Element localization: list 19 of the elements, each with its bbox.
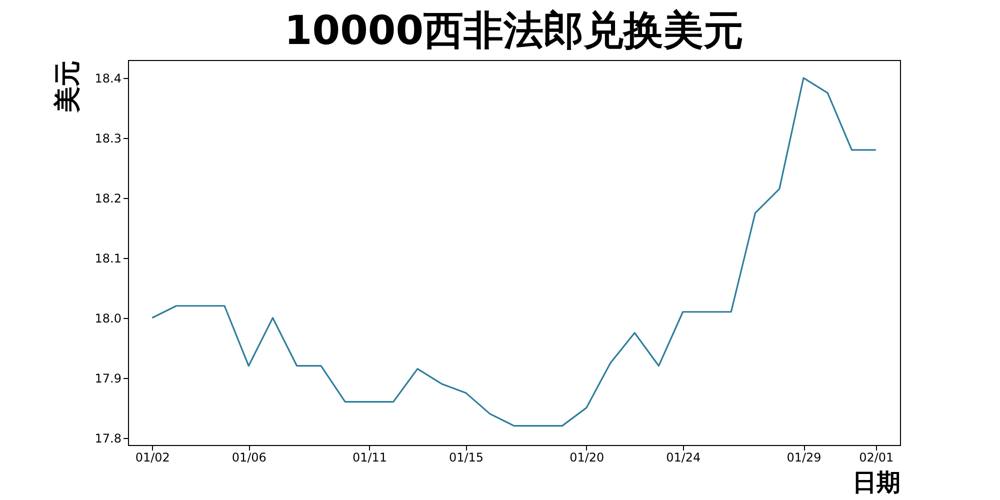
y-tick-label: 18.1: [94, 251, 122, 266]
x-tick-label: 01/02: [135, 450, 170, 464]
x-axis-title: 日期: [852, 468, 900, 496]
y-tick-label: 17.9: [94, 371, 122, 386]
x-tick-label: 02/01: [859, 450, 894, 464]
y-tick-label: 18.4: [94, 71, 122, 86]
x-tick-label: 01/29: [786, 450, 822, 464]
y-axis-title: 美元: [52, 60, 83, 114]
y-tick-label: 18.3: [94, 131, 122, 146]
line-series: [151, 77, 877, 427]
x-tick-label: 01/06: [232, 450, 266, 464]
chart-title: 10000西非法郎兑换美元: [284, 8, 744, 54]
y-tick-label: 18.2: [94, 191, 122, 206]
y-tick-label: 17.8: [94, 431, 122, 446]
x-tick-label: 01/20: [570, 450, 604, 464]
x-tick-label: 01/15: [448, 450, 484, 464]
x-tick-label: 01/11: [352, 450, 388, 464]
y-tick-label: 18.0: [94, 311, 122, 326]
x-tick-label: 01/24: [666, 450, 701, 464]
